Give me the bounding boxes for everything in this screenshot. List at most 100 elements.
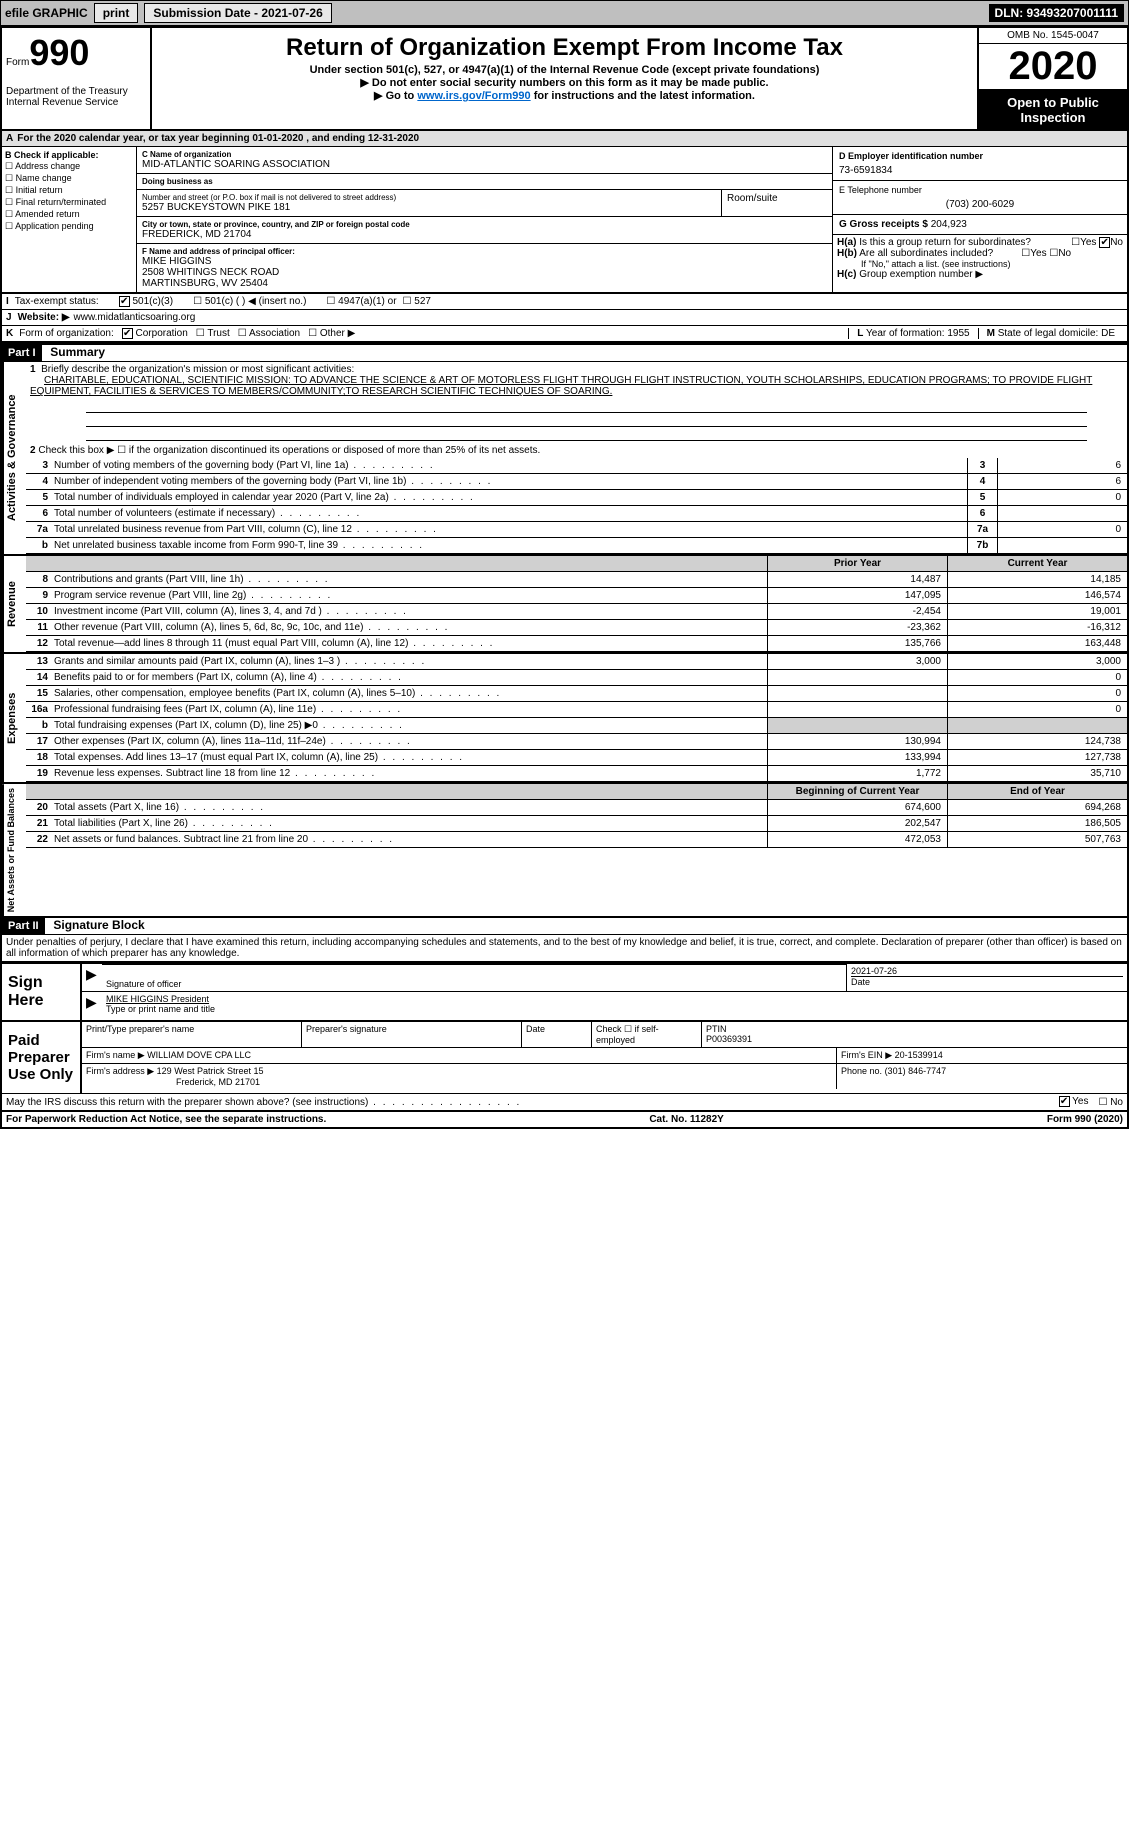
footer-right: Form 990 (2020) xyxy=(1047,1114,1123,1125)
chk-initial[interactable]: ☐ Initial return xyxy=(5,185,133,196)
row-a-text: For the 2020 calendar year, or tax year … xyxy=(17,133,419,144)
side-expenses: Expenses xyxy=(2,654,26,782)
data-line: 16aProfessional fundraising fees (Part I… xyxy=(26,702,1127,718)
part1-header: Part I Summary xyxy=(2,343,1127,362)
row-i-text: Tax-exempt status: xyxy=(15,296,99,307)
addr-value: 5257 BUCKEYSTOWN PIKE 181 xyxy=(142,202,716,213)
chk-501c3[interactable]: ✔ 501(c)(3) xyxy=(119,296,173,307)
rev-lines: 8Contributions and grants (Part VIII, li… xyxy=(26,572,1127,652)
discuss-no[interactable]: ☐ No xyxy=(1098,1097,1123,1108)
firm-name-label: Firm's name ▶ xyxy=(86,1050,145,1060)
chk-corp[interactable]: ✔ Corporation xyxy=(122,328,188,339)
line1: 1 Briefly describe the organization's mi… xyxy=(26,362,1127,399)
prep-row-1: Print/Type preparer's name Preparer's si… xyxy=(82,1022,1127,1048)
public-inspection: Open to Public Inspection xyxy=(979,91,1127,129)
firm-name-value: WILLIAM DOVE CPA LLC xyxy=(147,1050,251,1060)
firm-addr2: Frederick, MD 21701 xyxy=(176,1077,260,1087)
chk-other[interactable]: ☐ Other ▶ xyxy=(308,328,355,339)
chk-4947[interactable]: ☐ 4947(a)(1) or xyxy=(326,296,396,307)
officer-addr2: MARTINSBURG, WV 25404 xyxy=(142,278,827,289)
topbar: efile GRAPHIC print Submission Date - 20… xyxy=(0,0,1129,26)
hb-note: If "No," attach a list. (see instruction… xyxy=(837,259,1123,269)
ptin-value: P00369391 xyxy=(706,1034,1123,1044)
firm-addr-label: Firm's address ▶ xyxy=(86,1066,154,1076)
row-k-label: K xyxy=(6,328,13,339)
gov-line: bNet unrelated business taxable income f… xyxy=(26,538,1127,554)
prep-row-3: Firm's address ▶ 129 West Patrick Street… xyxy=(82,1064,1127,1089)
end-year-hdr: End of Year xyxy=(947,784,1127,799)
sign-here-body: ▶ Signature of officer 2021-07-26 Date ▶… xyxy=(82,964,1127,1020)
chk-501c[interactable]: ☐ 501(c) ( ) ◀ (insert no.) xyxy=(193,296,306,307)
row-k-text: Form of organization: xyxy=(19,328,114,339)
firm-phone-cell: Phone no. (301) 846-7747 xyxy=(837,1064,1127,1089)
prep-check[interactable]: Check ☐ if self-employed xyxy=(592,1022,702,1047)
subhead-1: Under section 501(c), 527, or 4947(a)(1)… xyxy=(156,64,973,76)
goto-link[interactable]: www.irs.gov/Form990 xyxy=(417,90,530,102)
ha-no: No xyxy=(1110,237,1123,248)
discuss-row: May the IRS discuss this return with the… xyxy=(2,1093,1127,1109)
city-cell: City or town, state or province, country… xyxy=(137,217,832,244)
chk-amended[interactable]: ☐ Amended return xyxy=(5,209,133,220)
firm-ein-label: Firm's EIN ▶ xyxy=(841,1050,892,1060)
data-line: 18Total expenses. Add lines 13–17 (must … xyxy=(26,750,1127,766)
ha-yes[interactable]: Yes xyxy=(1080,237,1096,248)
footer: For Paperwork Reduction Act Notice, see … xyxy=(2,1110,1127,1127)
hb-row: H(b) Are all subordinates included? ☐Yes… xyxy=(837,248,1123,259)
discuss-yes[interactable]: ✔ Yes xyxy=(1059,1096,1089,1107)
blank-line-2 xyxy=(86,415,1087,427)
current-year-hdr: Current Year xyxy=(947,556,1127,571)
phone-cell: E Telephone number (703) 200-6029 xyxy=(833,181,1127,215)
ha-label: H(a) xyxy=(837,237,856,248)
prep-row-2: Firm's name ▶ WILLIAM DOVE CPA LLC Firm'… xyxy=(82,1048,1127,1064)
chk-assoc[interactable]: ☐ Association xyxy=(238,328,300,339)
sig-name-value: MIKE HIGGINS President xyxy=(106,994,1123,1004)
l-text: Year of formation: 1955 xyxy=(866,328,970,339)
row-a: A For the 2020 calendar year, or tax yea… xyxy=(2,131,1127,147)
col-c: C Name of organization MID-ATLANTIC SOAR… xyxy=(137,147,832,292)
paid-preparer-body: Print/Type preparer's name Preparer's si… xyxy=(82,1022,1127,1093)
prep-date-label: Date xyxy=(522,1022,592,1047)
addr-label: Number and street (or P.O. box if mail i… xyxy=(142,193,716,202)
part1-title: Summary xyxy=(44,345,105,359)
netassets-section: Net Assets or Fund Balances Beginning of… xyxy=(2,782,1127,916)
hb-no[interactable]: No xyxy=(1058,248,1071,259)
room-cell: Room/suite xyxy=(722,190,832,216)
print-button[interactable]: print xyxy=(94,3,139,23)
ein-label: D Employer identification number xyxy=(839,151,1121,161)
row-i: I Tax-exempt status: ✔ 501(c)(3) ☐ 501(c… xyxy=(2,294,1127,310)
chk-pending[interactable]: ☐ Application pending xyxy=(5,221,133,232)
entity-block: B Check if applicable: ☐ Address change … xyxy=(2,147,1127,294)
sig-row-1: ▶ Signature of officer 2021-07-26 Date xyxy=(82,964,1127,992)
chk-trust[interactable]: ☐ Trust xyxy=(196,328,230,339)
gross-label: G Gross receipts $ xyxy=(839,219,928,230)
chk-address[interactable]: ☐ Address change xyxy=(5,161,133,172)
part1-badge: Part I xyxy=(2,345,42,361)
org-name-label: C Name of organization xyxy=(142,150,827,159)
data-line: 11Other revenue (Part VIII, column (A), … xyxy=(26,620,1127,636)
firm-ein-cell: Firm's EIN ▶ 20-1539914 xyxy=(837,1048,1127,1063)
sig-officer-label: Signature of officer xyxy=(106,979,842,989)
firm-ein-value: 20-1539914 xyxy=(895,1050,943,1060)
data-line: 10Investment income (Part VIII, column (… xyxy=(26,604,1127,620)
sig-row-2: ▶ MIKE HIGGINS President Type or print n… xyxy=(82,992,1127,1016)
hb-yes[interactable]: Yes xyxy=(1030,248,1046,259)
governance-section: Activities & Governance 1 Briefly descri… xyxy=(2,362,1127,554)
omb-number: OMB No. 1545-0047 xyxy=(979,28,1127,44)
form-frame: Form990 Department of the Treasury Inter… xyxy=(0,26,1129,1129)
officer-cell: F Name and address of principal officer:… xyxy=(137,244,832,292)
org-name-cell: C Name of organization MID-ATLANTIC SOAR… xyxy=(137,147,832,174)
data-line: bTotal fundraising expenses (Part IX, co… xyxy=(26,718,1127,734)
chk-final[interactable]: ☐ Final return/terminated xyxy=(5,197,133,208)
gov-line: 4Number of independent voting members of… xyxy=(26,474,1127,490)
part2-badge: Part II xyxy=(2,918,45,934)
side-netassets: Net Assets or Fund Balances xyxy=(2,784,26,916)
chk-527[interactable]: ☐ 527 xyxy=(403,296,431,307)
begin-year-hdr: Beginning of Current Year xyxy=(767,784,947,799)
chk-name[interactable]: ☐ Name change xyxy=(5,173,133,184)
sig-date-label: Date xyxy=(851,976,1123,987)
expenses-section: Expenses 13Grants and similar amounts pa… xyxy=(2,652,1127,782)
ha-no-check[interactable]: ✔ xyxy=(1099,237,1110,248)
sig-date-cell: 2021-07-26 Date xyxy=(847,964,1127,991)
gross-cell: G Gross receipts $ 204,923 xyxy=(833,215,1127,235)
header-left: Form990 Department of the Treasury Inter… xyxy=(2,28,152,129)
